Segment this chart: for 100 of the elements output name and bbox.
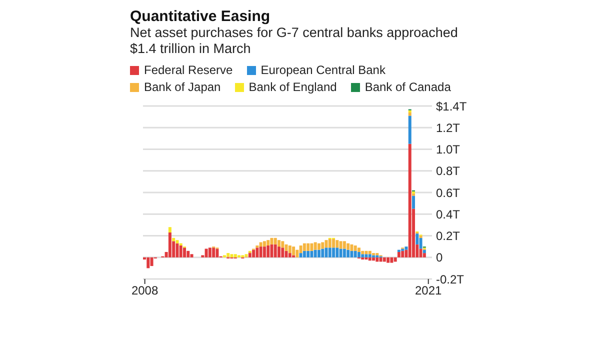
bar: [346, 243, 350, 250]
y-tick-label: 0: [436, 250, 443, 265]
bar: [379, 257, 382, 262]
bar: [182, 248, 186, 258]
chart-title: Quantitative Easing: [130, 8, 272, 25]
x-tick-label: 2021: [415, 284, 442, 298]
bar: [256, 245, 259, 248]
bar: [310, 243, 314, 251]
bar: [412, 196, 416, 209]
y-tick-label: 0.4T: [436, 207, 461, 222]
bar: [259, 246, 262, 258]
bar: [310, 250, 314, 258]
bar: [190, 254, 194, 258]
bar: [361, 257, 364, 260]
bar: [357, 252, 360, 258]
bar: [364, 250, 368, 254]
bar: [368, 254, 372, 258]
bar: [284, 244, 288, 251]
bar: [328, 248, 332, 258]
bar: [252, 250, 256, 258]
bar: [397, 252, 400, 258]
bar: [299, 253, 302, 258]
bar: [401, 250, 404, 258]
bar: [288, 253, 292, 258]
bar: [324, 240, 328, 248]
bar: [354, 245, 357, 251]
bar: [292, 246, 296, 256]
bar: [179, 245, 182, 258]
bar: [364, 257, 368, 260]
y-tick-label: 0.6T: [436, 186, 461, 200]
bar: [226, 253, 230, 256]
y-tick-label: 1.0T: [436, 142, 461, 157]
bar: [386, 257, 390, 263]
bar: [350, 244, 354, 251]
bar: [361, 254, 364, 258]
y-tick-label: 0.8T: [436, 164, 461, 178]
bar: [256, 248, 259, 258]
bar: [172, 238, 176, 242]
bar: [216, 248, 219, 258]
y-tick-label: 1.2T: [436, 120, 461, 135]
bar: [270, 244, 274, 258]
bar: [412, 191, 416, 194]
bar: [262, 246, 266, 258]
legend-label: Bank of Canada: [364, 80, 451, 94]
bar: [342, 241, 346, 249]
bar: [306, 243, 310, 251]
bar: [408, 144, 412, 258]
legend-label: Bank of England: [248, 80, 337, 94]
bar: [422, 250, 426, 254]
y-tick-label: 0.2T: [436, 229, 461, 244]
legend-label: Bank of Japan: [143, 80, 221, 94]
bar: [408, 112, 412, 116]
bar: [372, 257, 376, 261]
bar: [339, 248, 342, 258]
bar: [259, 242, 262, 247]
bar: [274, 238, 277, 244]
y-tick-label: $1.4T: [436, 99, 468, 114]
bar: [302, 250, 306, 258]
bar: [248, 253, 252, 258]
bar: [368, 257, 372, 261]
bar: [336, 248, 339, 258]
bar: [302, 243, 306, 251]
bar: [317, 250, 320, 258]
bar: [314, 250, 317, 258]
legend-label: Federal Reserve: [143, 63, 233, 77]
bar: [416, 234, 419, 244]
bar: [288, 245, 292, 254]
bar: [321, 248, 324, 258]
bar: [382, 257, 386, 262]
bar: [317, 243, 320, 250]
bar: [266, 245, 270, 258]
bar: [376, 257, 379, 262]
bar: [339, 241, 342, 249]
y-tick-label: -0.2T: [436, 272, 465, 286]
bar: [346, 250, 350, 258]
bar: [350, 250, 354, 258]
bar: [270, 238, 274, 244]
bar: [404, 246, 408, 250]
bar: [419, 238, 422, 249]
bar: [186, 250, 190, 258]
chart-subtitle: Net asset purchases for G-7 central banks approached $1.4 trillion in March: [130, 25, 459, 57]
bar: [278, 246, 281, 258]
bar: [204, 248, 208, 258]
bar: [328, 238, 332, 248]
bar: [368, 250, 372, 254]
bar: [168, 227, 172, 233]
bar: [354, 250, 357, 258]
bar: [408, 116, 412, 144]
bar: [278, 240, 281, 247]
bar: [168, 232, 172, 258]
bar: [176, 240, 179, 244]
bar: [281, 241, 284, 248]
bar: [342, 248, 346, 258]
bar: [419, 248, 422, 258]
bar: [262, 241, 266, 247]
bar: [150, 257, 154, 266]
bar: [212, 248, 216, 258]
bar: [296, 250, 299, 258]
bar: [299, 245, 302, 254]
bar: [284, 250, 288, 258]
